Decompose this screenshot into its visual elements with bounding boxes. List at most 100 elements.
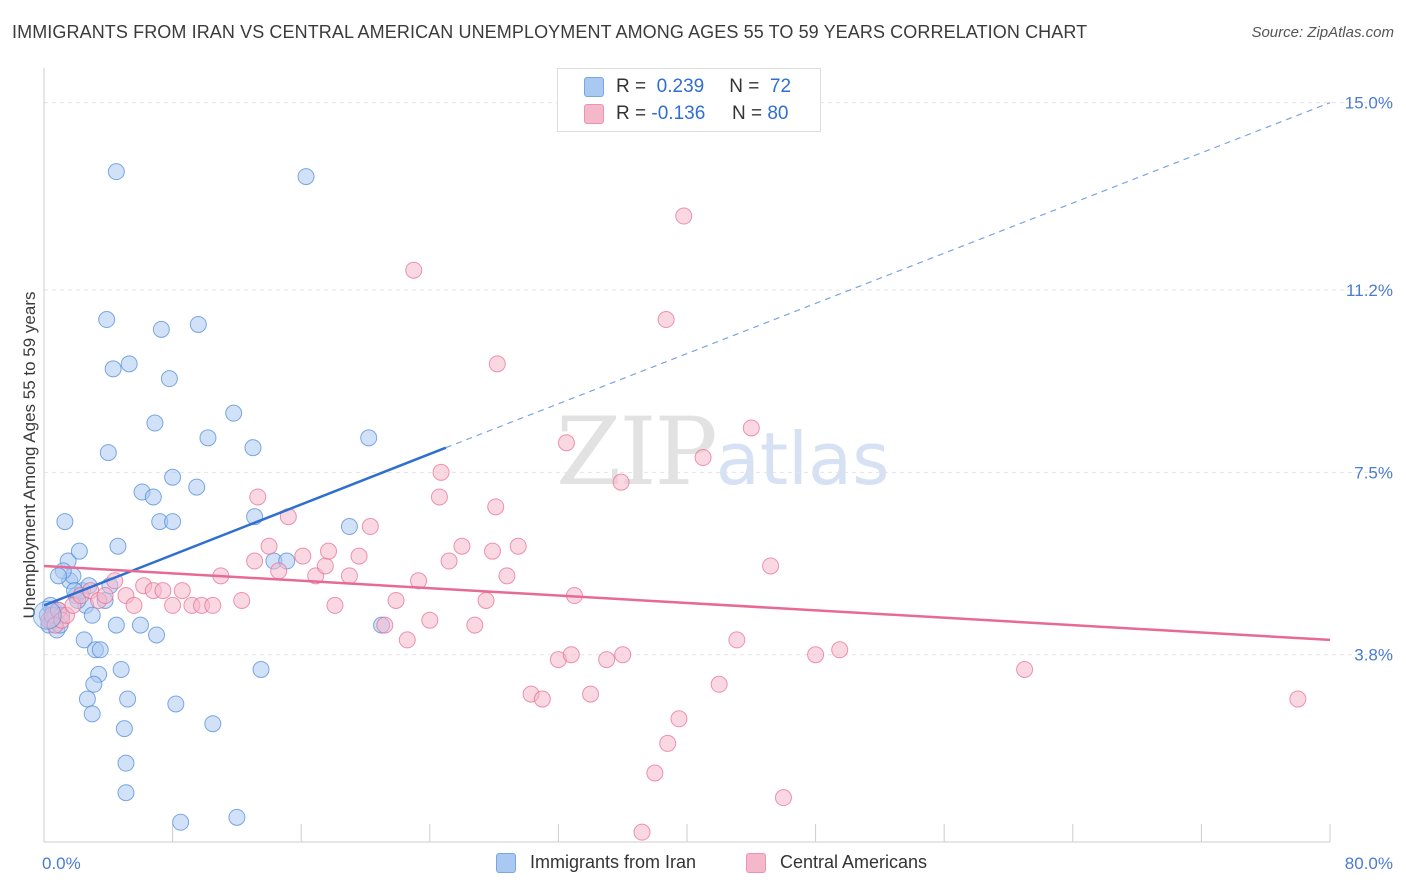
point-central <box>1016 660 1034 678</box>
point-iran <box>107 616 125 634</box>
point-iran <box>225 404 243 422</box>
legend-r-value: -0.136 <box>651 103 706 124</box>
point-central <box>387 591 405 609</box>
point-iran <box>83 606 101 624</box>
point-central <box>582 685 600 703</box>
point-central <box>96 587 114 605</box>
point-iran <box>75 631 93 649</box>
point-central <box>562 646 580 664</box>
point-iran <box>160 370 178 388</box>
point-central <box>270 562 288 580</box>
point-central <box>477 591 495 609</box>
point-central <box>350 547 368 565</box>
series-swatch-central <box>746 852 766 873</box>
point-iran <box>172 813 190 831</box>
series-name-central: Central Americans <box>780 852 928 872</box>
series-name-iran: Immigrants from Iran <box>530 852 697 872</box>
point-central <box>361 518 379 536</box>
point-central <box>612 473 630 491</box>
trend-line-central <box>43 564 1331 642</box>
trend-line-iran-extension <box>445 102 1331 449</box>
legend-row-iran: R = 0.239 N = 72 <box>584 74 791 100</box>
legend-r-label: R = <box>616 76 647 97</box>
point-iran <box>297 168 315 186</box>
point-central <box>694 449 712 467</box>
point-iran <box>91 641 109 659</box>
point-iran <box>78 690 96 708</box>
point-central <box>421 611 439 629</box>
series-legend-iran[interactable]: Immigrants from Iran <box>496 852 696 873</box>
series-swatch-iran <box>496 852 516 873</box>
x-tick-label: 80.0% <box>1345 854 1393 873</box>
point-iran <box>360 429 378 447</box>
point-central <box>453 537 471 555</box>
legend-swatch-central <box>584 104 604 124</box>
point-central <box>249 488 267 506</box>
y-tick-label: 3.8% <box>1354 646 1393 665</box>
chart-title: IMMIGRANTS FROM IRAN VS CENTRAL AMERICAN… <box>12 22 1088 42</box>
point-iran <box>228 808 246 826</box>
point-central <box>204 596 222 614</box>
point-central <box>710 675 728 693</box>
point-central <box>557 434 575 452</box>
point-central <box>440 552 458 570</box>
point-iran <box>131 616 149 634</box>
trend-line-iran <box>43 446 447 607</box>
point-iran <box>56 513 74 531</box>
point-central <box>376 616 394 634</box>
point-central <box>807 646 825 664</box>
point-iran <box>70 542 88 560</box>
source-label: Source: ZipAtlas.com <box>1251 24 1394 41</box>
point-central <box>598 651 616 669</box>
legend-n-label: N = <box>729 76 760 97</box>
legend-n-value: 80 <box>767 103 789 124</box>
series-legend: Immigrants from Iran Central Americans <box>0 852 1406 876</box>
point-iran <box>340 518 358 536</box>
point-iran <box>244 439 262 457</box>
y-tick-label: 15.0% <box>1345 94 1393 113</box>
point-central <box>233 591 251 609</box>
point-iran <box>144 488 162 506</box>
point-central <box>164 596 182 614</box>
point-iran <box>164 513 182 531</box>
point-central <box>728 631 746 649</box>
point-iran <box>199 429 217 447</box>
point-iran <box>146 414 164 432</box>
point-iran <box>49 567 67 585</box>
point-iran <box>189 315 207 333</box>
point-central <box>670 710 688 728</box>
point-iran <box>148 626 166 644</box>
point-iran <box>167 695 185 713</box>
point-central <box>657 311 675 329</box>
legend-swatch-iran <box>584 77 604 97</box>
point-central <box>614 646 632 664</box>
point-iran <box>98 311 116 329</box>
legend-n-label: N = <box>731 103 763 124</box>
point-central <box>320 542 338 560</box>
point-central <box>487 498 505 516</box>
point-central <box>430 488 448 506</box>
point-central <box>173 582 191 600</box>
point-central <box>125 596 143 614</box>
point-central <box>742 419 760 437</box>
point-central <box>466 616 484 634</box>
point-central <box>533 690 551 708</box>
point-iran <box>99 444 117 462</box>
point-central <box>405 261 423 279</box>
point-central <box>326 596 344 614</box>
series-legend-central[interactable]: Central Americans <box>746 852 927 873</box>
point-iran <box>107 163 125 181</box>
point-central <box>498 567 516 585</box>
point-iran <box>188 478 206 496</box>
point-central <box>432 463 450 481</box>
point-central <box>646 764 664 782</box>
y-tick-label: 7.5% <box>1354 463 1393 482</box>
point-central <box>762 557 780 575</box>
point-iran <box>252 660 270 678</box>
point-iran <box>117 784 135 802</box>
point-central <box>1289 690 1307 708</box>
point-central <box>154 582 172 600</box>
point-central <box>483 542 501 560</box>
point-central <box>774 789 792 807</box>
